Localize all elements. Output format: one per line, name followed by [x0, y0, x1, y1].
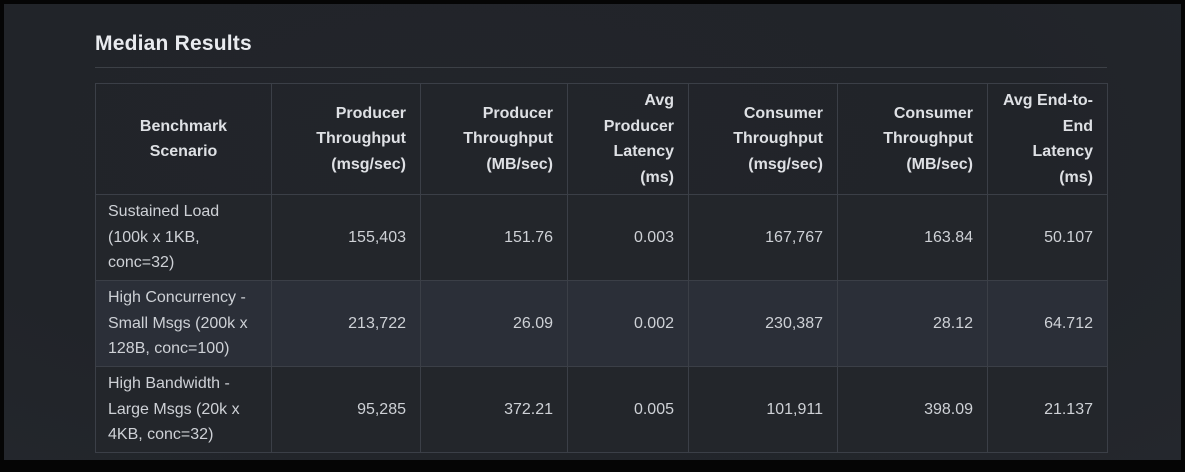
- cell-producer-throughput-mb: 26.09: [420, 280, 568, 367]
- cell-consumer-throughput-mb: 28.12: [837, 280, 988, 367]
- header-consumer-throughput-msg: Consumer Throughput (msg/sec): [688, 83, 838, 195]
- header-consumer-throughput-mb: Consumer Throughput (MB/sec): [837, 83, 988, 195]
- table-row: High Bandwidth - Large Msgs (20k x 4KB, …: [95, 366, 1108, 453]
- table-header-row: Benchmark Scenario Producer Throughput (…: [95, 83, 1108, 195]
- cell-avg-end-to-end-latency: 50.107: [987, 194, 1108, 281]
- table-row: Sustained Load (100k x 1KB, conc=32) 155…: [95, 194, 1108, 281]
- cell-consumer-throughput-msg: 167,767: [688, 194, 838, 281]
- header-benchmark-scenario: Benchmark Scenario: [95, 83, 272, 195]
- cell-consumer-throughput-msg: 101,911: [688, 366, 838, 453]
- header-producer-throughput-msg: Producer Throughput (msg/sec): [271, 83, 421, 195]
- page-panel: Median Results Benchmark Scenario Produc…: [4, 4, 1181, 460]
- cell-producer-throughput-mb: 151.76: [420, 194, 568, 281]
- cell-avg-producer-latency: 0.003: [567, 194, 689, 281]
- cell-avg-end-to-end-latency: 64.712: [987, 280, 1108, 367]
- header-avg-producer-latency: Avg Producer Latency (ms): [567, 83, 689, 195]
- cell-avg-producer-latency: 0.005: [567, 366, 689, 453]
- results-table: Benchmark Scenario Producer Throughput (…: [95, 83, 1108, 453]
- cell-consumer-throughput-msg: 230,387: [688, 280, 838, 367]
- cell-avg-end-to-end-latency: 21.137: [987, 366, 1108, 453]
- cell-producer-throughput-msg: 95,285: [271, 366, 421, 453]
- cell-consumer-throughput-mb: 398.09: [837, 366, 988, 453]
- title-divider: [95, 67, 1107, 68]
- results-section: Median Results Benchmark Scenario Produc…: [95, 4, 1108, 453]
- table-row: High Concurrency - Small Msgs (200k x 12…: [95, 280, 1108, 367]
- cell-producer-throughput-msg: 213,722: [271, 280, 421, 367]
- cell-scenario: High Bandwidth - Large Msgs (20k x 4KB, …: [95, 366, 272, 453]
- header-producer-throughput-mb: Producer Throughput (MB/sec): [420, 83, 568, 195]
- cell-consumer-throughput-mb: 163.84: [837, 194, 988, 281]
- page-title: Median Results: [95, 32, 252, 55]
- header-avg-end-to-end-latency: Avg End-to-End Latency (ms): [987, 83, 1108, 195]
- cell-scenario: High Concurrency - Small Msgs (200k x 12…: [95, 280, 272, 367]
- cell-scenario: Sustained Load (100k x 1KB, conc=32): [95, 194, 272, 281]
- cell-producer-throughput-mb: 372.21: [420, 366, 568, 453]
- cell-avg-producer-latency: 0.002: [567, 280, 689, 367]
- cell-producer-throughput-msg: 155,403: [271, 194, 421, 281]
